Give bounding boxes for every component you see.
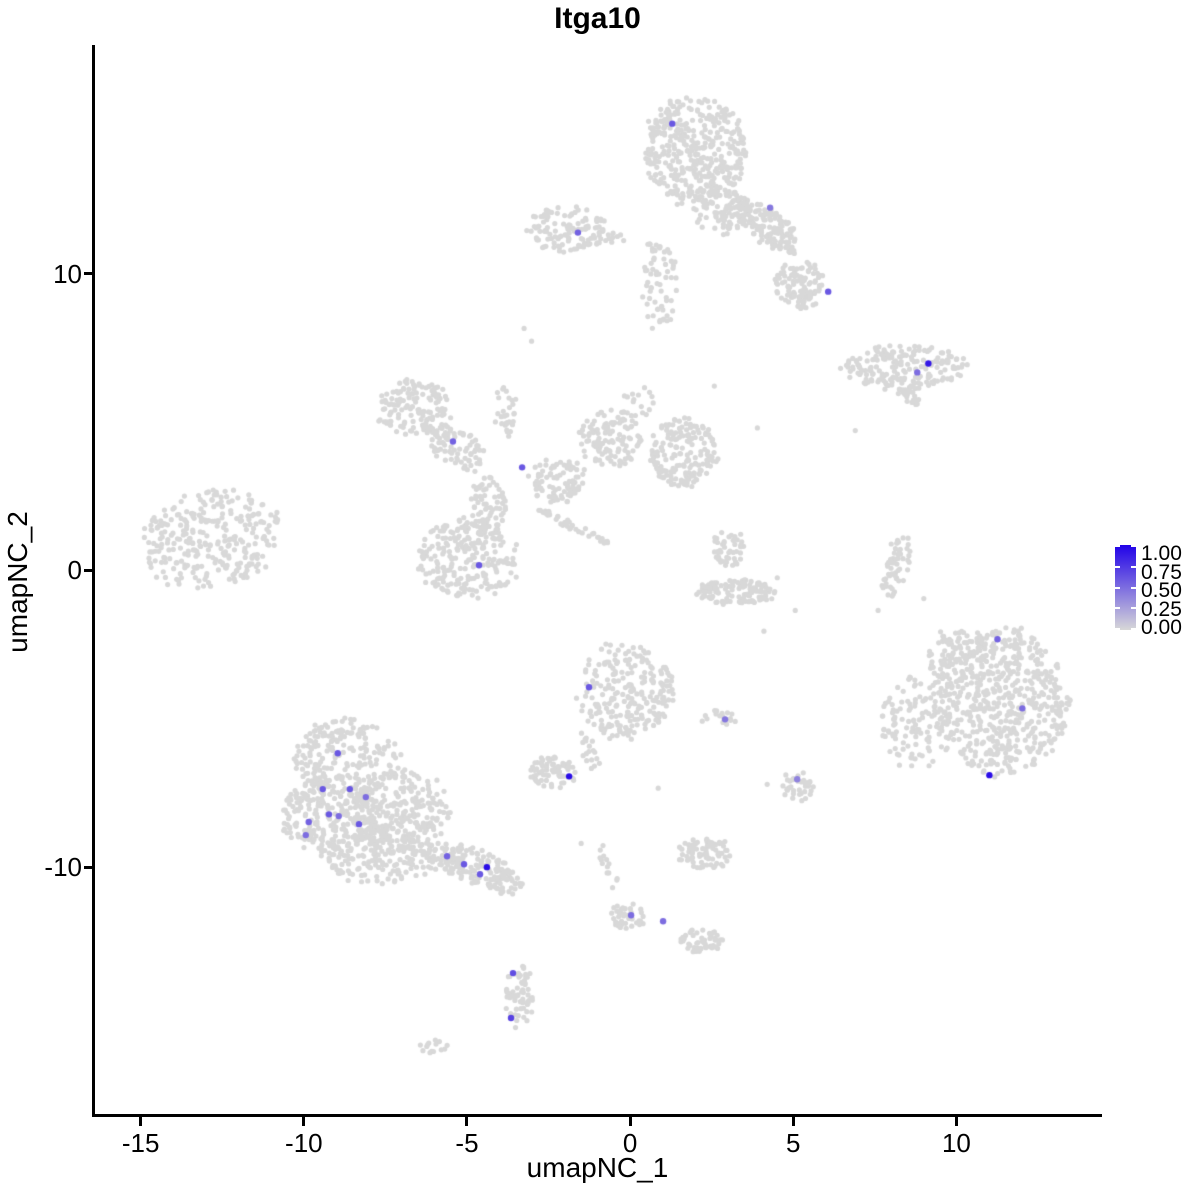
x-tick-label: 10 (941, 1128, 971, 1158)
x-tick-mark (302, 1117, 306, 1126)
x-tick-label: 0 (622, 1128, 638, 1158)
legend-tick-mark (1131, 586, 1136, 589)
legend-tick-mark (1115, 565, 1120, 568)
x-axis-label: umapNC_1 (526, 1152, 669, 1183)
legend-tick-mark (1115, 545, 1120, 547)
legend-label: 0.00 (1141, 616, 1182, 639)
legend-tick-mark (1115, 607, 1120, 610)
x-tick-label: -15 (121, 1128, 160, 1158)
y-axis-line (92, 45, 95, 1117)
y-tick-label: 10 (53, 258, 82, 289)
x-tick-mark (954, 1117, 958, 1126)
y-tick-mark (84, 865, 93, 869)
x-tick-mark (791, 1117, 795, 1126)
x-tick-mark (139, 1117, 143, 1126)
legend-label: 0.25 (1141, 597, 1182, 621)
legend-tick-mark (1115, 586, 1120, 589)
x-tick-mark (628, 1117, 632, 1126)
expression-legend: 1.00 0.75 0.50 0.25 0.00 (1112, 540, 1200, 640)
y-tick-mark (84, 272, 93, 276)
x-tick-label: -10 (285, 1128, 323, 1158)
legend-tick-mark (1131, 628, 1136, 630)
x-axis-line (92, 1114, 1102, 1117)
legend-tick-mark (1131, 545, 1136, 547)
y-tick-mark (84, 568, 93, 572)
y-tick-label: -10 (44, 852, 82, 883)
legend-label: 0.75 (1141, 560, 1182, 584)
legend-gradient-bar (1115, 545, 1136, 630)
x-tick-mark (465, 1117, 469, 1126)
x-tick-label: -5 (455, 1128, 479, 1158)
y-axis-label: umapNC_2 (2, 511, 33, 653)
legend-label: 1.00 (1141, 542, 1182, 565)
legend-tick-mark (1131, 607, 1136, 610)
y-tick-label: 0 (67, 555, 82, 586)
legend-tick-mark (1115, 628, 1120, 630)
legend-tick-mark (1131, 565, 1136, 568)
page-title: Itga10 (554, 2, 641, 35)
x-tick-label: 5 (786, 1128, 801, 1158)
legend-label: 0.50 (1141, 579, 1182, 602)
